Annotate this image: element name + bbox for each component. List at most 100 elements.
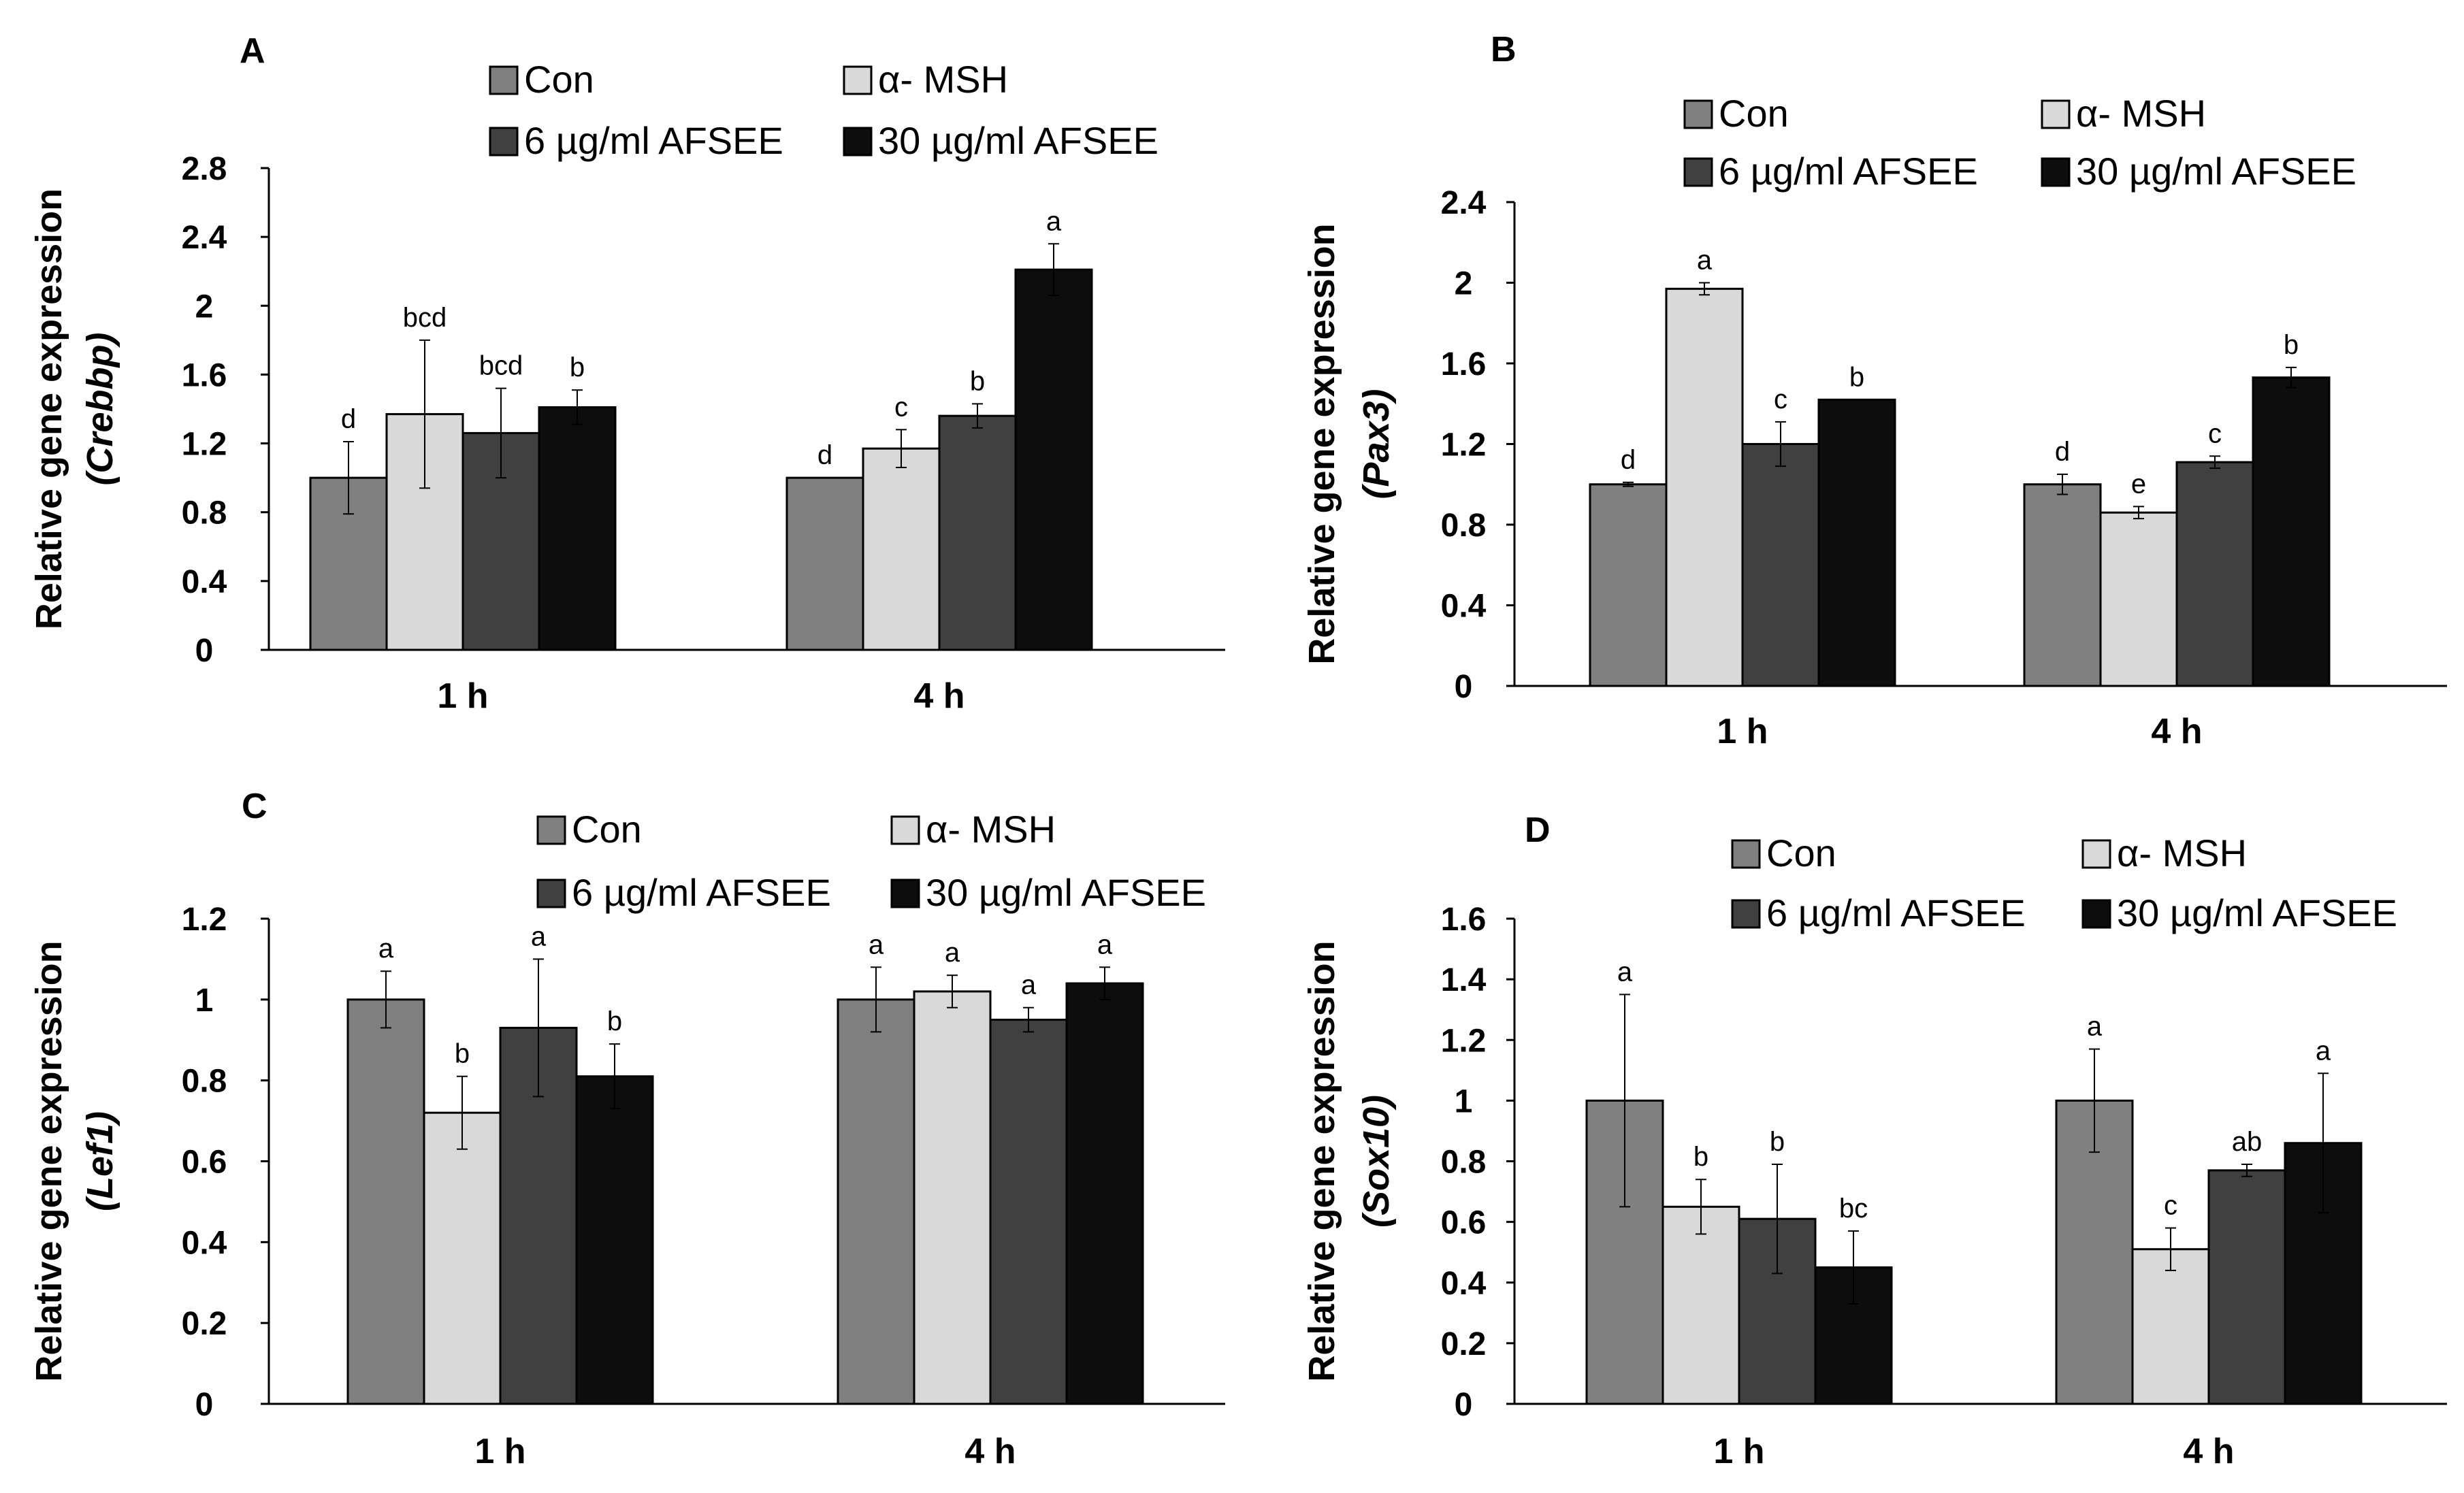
bar-6-g-ml-afsee [989,1019,1068,1405]
x-category-label: 1 h [474,1432,525,1471]
bar-30-g-ml-afsee [1014,268,1093,651]
significance-label: d [1621,445,1636,475]
legend-label: Con [1766,832,1836,874]
y-tick-label: 0.4 [1441,589,1487,625]
y-axis-label: Relative gene expression (Crebbp) [29,188,120,629]
y-axis-label-line2: (Sox10) [1356,1095,1397,1228]
significance-label: b [607,1006,622,1036]
y-tick-label: 0.4 [182,1225,227,1261]
bar-6-g-ml-afsee [2175,461,2254,687]
y-tick-label: 2.4 [182,220,227,256]
bar--msh [1661,1205,1740,1405]
significance-label: a [2087,1012,2103,1042]
y-axis-label-line1: Relative gene expression [1301,940,1342,1381]
y-tick-label: 1 [195,983,214,1019]
legend-label: Con [524,58,594,101]
panel-letter: B [1491,30,1517,69]
significance-label: b [455,1039,470,1069]
legend-label: 6 µg/ml AFSEE [1766,891,2026,934]
significance-label: a [1617,957,1633,987]
y-tick-label: 0.8 [182,495,227,531]
significance-label: a [1697,246,1713,276]
y-tick-label: 2 [195,289,214,325]
y-tick-label: 0 [1455,669,1473,705]
y-tick-label: 0.8 [1441,1145,1487,1181]
chart-panel-d: D Con α- MSH 6 µg/ml AFSEE 30 µg/ml AFSEE Rel… [1301,810,2447,1471]
legend-label: α- MSH [878,58,1008,101]
significance-label: a [1046,206,1062,236]
y-tick-label: 1.2 [182,427,227,463]
legend-swatch [536,879,566,908]
significance-label: a [531,921,547,951]
significance-label: a [1097,930,1113,959]
legend-label: 30 µg/ml AFSEE [926,871,1206,914]
significance-label: b [570,352,585,382]
bar-6-g-ml-afsee [938,414,1017,651]
y-tick-label: 0.6 [1441,1205,1487,1241]
significance-label: a [945,938,960,968]
legend-label: 30 µg/ml AFSEE [878,119,1158,162]
y-tick-label: 1.2 [1441,427,1487,463]
y-tick-label: 0.2 [182,1306,227,1342]
y-axis-label-line1: Relative gene expression [29,940,69,1381]
y-tick-label: 1.4 [1441,962,1487,998]
y-axis-label-line1: Relative gene expression [1301,223,1342,664]
bar-con [346,998,425,1405]
significance-label: b [970,366,985,396]
legend-label: 30 µg/ml AFSEE [2117,891,2397,934]
significance-label: ab [2232,1127,2263,1157]
legend-swatch [1683,157,1713,187]
legend-label: α- MSH [926,808,1056,851]
y-tick-label: 1 [1455,1083,1473,1119]
legend-swatch [489,127,519,157]
bar-6-g-ml-afsee [461,431,540,651]
legend-label: 6 µg/ml AFSEE [524,119,783,162]
legend-label: α- MSH [2117,832,2247,874]
bar--msh [1665,287,1744,687]
legend-swatch [536,815,566,845]
legend-label: Con [1719,92,1789,135]
significance-label: e [2131,469,2146,499]
legend-label: Con [572,808,642,851]
legend-swatch [890,879,920,908]
y-tick-label: 0.8 [1441,508,1487,544]
legend-swatch [890,815,920,845]
y-tick-label: 2 [1455,266,1473,302]
x-category-label: 1 h [1713,1432,1764,1471]
y-tick-label: 1.6 [182,357,227,393]
legend-swatch [2041,157,2071,187]
bar-con [2023,483,2102,687]
legend-swatch [489,65,519,95]
y-axis-label-line2: (Pax3) [1356,389,1397,499]
legend: Con α- MSH 6 µg/ml AFSEE 30 µg/ml AFSEE [1683,92,2356,193]
significance-label: d [817,440,832,470]
y-tick-label: 0 [1455,1387,1473,1423]
x-category-label: 4 h [2183,1432,2234,1471]
bar--msh [2099,511,2178,687]
legend-label: α- MSH [2076,92,2206,135]
bar-30-g-ml-afsee [1065,982,1144,1405]
legend-swatch [843,65,873,95]
y-tick-label: 0.8 [182,1064,227,1100]
y-axis-label-line2: (Lef1) [80,1111,120,1211]
legend: Con α- MSH 6 µg/ml AFSEE 30 µg/ml AFSEE [489,58,1158,162]
y-axis-label: Relative gene expression (Sox10) [1301,940,1397,1381]
bar-6-g-ml-afsee [1741,443,1820,687]
significance-label: d [2055,437,2070,467]
bar--msh [385,413,464,651]
y-tick-label: 2.8 [182,151,227,187]
legend-label: 6 µg/ml AFSEE [572,871,831,914]
legend-swatch [1683,99,1713,129]
y-tick-label: 1.6 [1441,902,1487,938]
legend-swatch [1731,899,1761,929]
legend-swatch [843,127,873,157]
bar-con [837,998,915,1405]
legend-label: 6 µg/ml AFSEE [1719,150,1978,193]
bar-30-g-ml-afsee [538,406,617,651]
bar-30-g-ml-afsee [2252,376,2331,687]
y-axis-label: Relative gene expression (Pax3) [1301,223,1397,664]
chart-panel-a: A Con α- MSH 6 µg/ml AFSEE 30 µg/ml AFSEE Rel… [29,31,1225,716]
x-category-label: 1 h [437,676,488,716]
bar-6-g-ml-afsee [2207,1169,2286,1405]
chart-panel-b: B Con α- MSH 6 µg/ml AFSEE 30 µg/ml AFSEE Rel… [1301,30,2447,751]
